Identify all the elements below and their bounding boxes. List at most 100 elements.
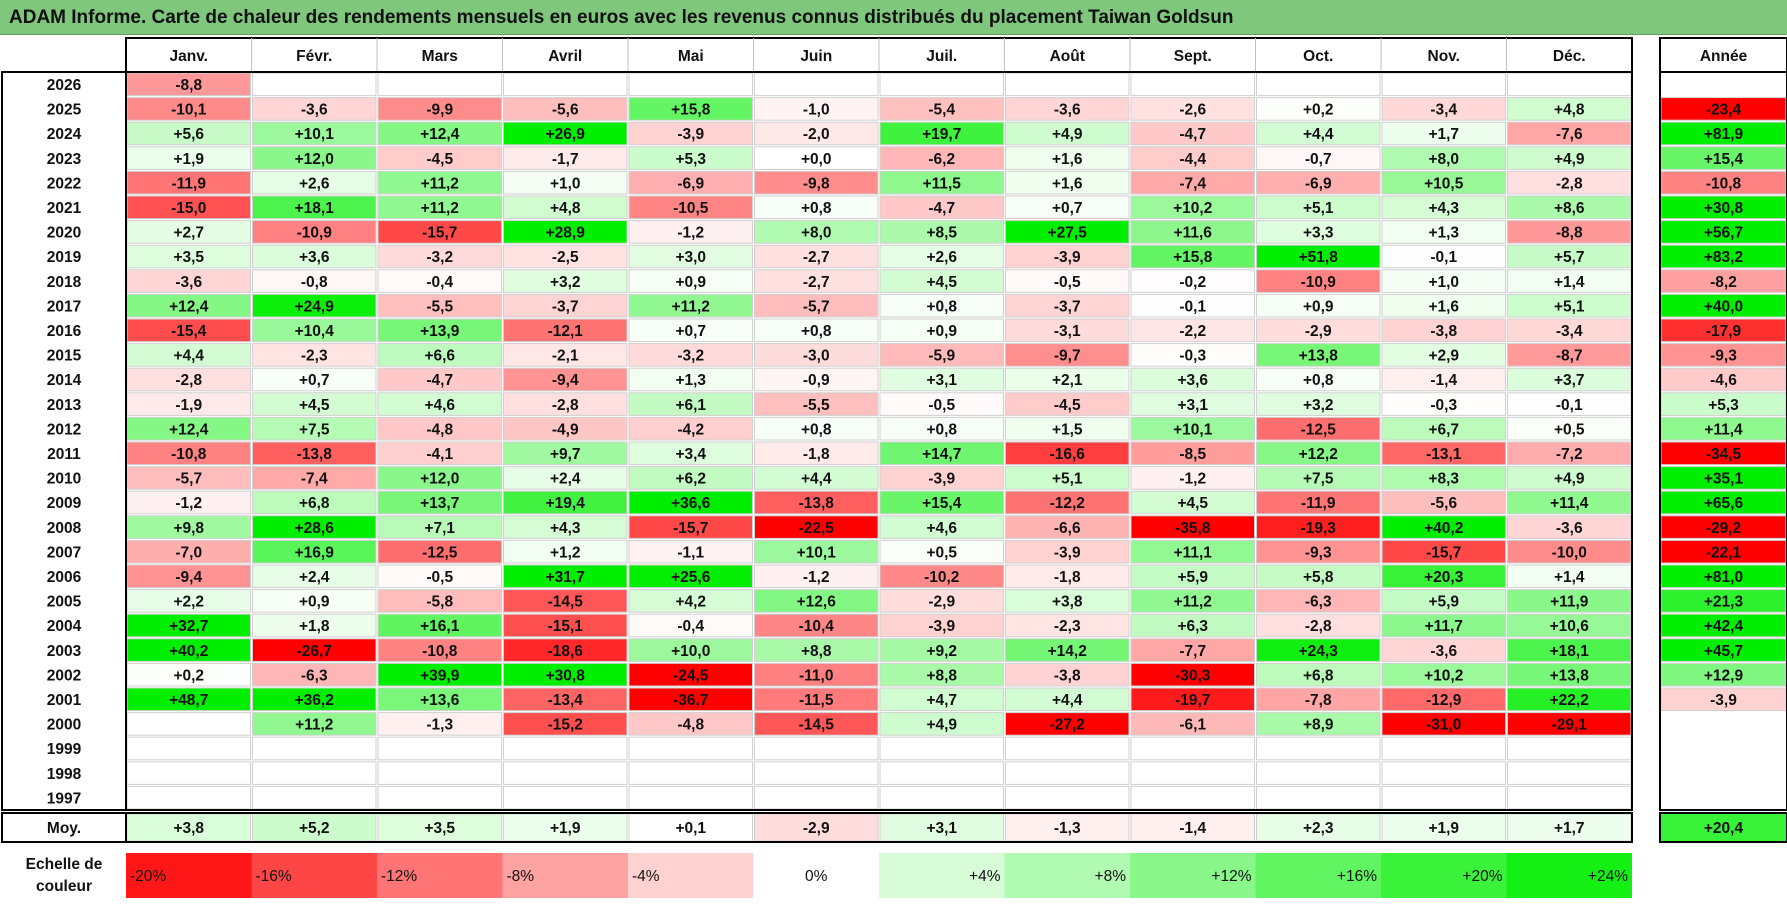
heatmap-cell	[879, 515, 1004, 539]
heatmap-cell	[1256, 244, 1381, 269]
cell-value: +1,9	[173, 151, 204, 168]
heatmap-cell	[1381, 318, 1506, 343]
heatmap-cell	[628, 490, 753, 515]
average-value: -2,9	[803, 820, 830, 837]
year-label: 2007	[47, 544, 81, 561]
heatmap-cell	[879, 589, 1004, 613]
cell-value: -0,1	[1430, 249, 1457, 266]
cell-value: +3,4	[675, 446, 706, 463]
cell-value: -19,7	[1175, 692, 1210, 709]
year-label: 2009	[47, 495, 82, 512]
cell-value: +51,8	[1299, 249, 1339, 266]
cell-value: -3,9	[1054, 544, 1081, 561]
cell-value: -10,8	[171, 446, 207, 463]
cell-value: +22,2	[1550, 692, 1589, 709]
cell-value: +26,9	[546, 126, 586, 143]
heatmap-cell	[252, 539, 377, 564]
average-annual-cell	[1659, 812, 1787, 843]
cell-value: +8,0	[1428, 151, 1459, 168]
cell-value: +10,6	[1550, 618, 1590, 635]
annual-value: +11,4	[1704, 421, 1743, 438]
cell-value: +1,6	[1052, 151, 1083, 168]
cell-value: -7,8	[1305, 692, 1332, 709]
cell-value: +11,1	[1174, 544, 1213, 561]
average-cell	[1256, 813, 1381, 842]
cell-value: +0,7	[1052, 200, 1083, 217]
cell-value: +3,6	[1177, 372, 1208, 389]
heatmap-cell	[879, 736, 1004, 761]
cell-value: +0,9	[1303, 298, 1334, 315]
cell-value: -4,5	[1054, 397, 1081, 414]
heatmap-cell	[1256, 613, 1381, 638]
cell-value: -2,7	[803, 249, 830, 266]
cell-value: +4,3	[1428, 200, 1459, 217]
scale-swatch	[1506, 853, 1632, 898]
heatmap-cell	[1130, 466, 1255, 490]
cell-value: +25,6	[671, 569, 711, 586]
annual-value: +5,3	[1708, 397, 1739, 414]
cell-value: +5,7	[1554, 249, 1585, 266]
cell-value: +16,1	[420, 618, 460, 635]
heatmap-cell	[879, 687, 1004, 712]
heatmap-cell	[1005, 785, 1130, 810]
heatmap-cell	[1381, 761, 1506, 785]
heatmap-cell	[754, 146, 879, 170]
heatmap-cell	[754, 539, 879, 564]
heatmap-cell	[1256, 638, 1381, 662]
cell-value: +16,9	[295, 544, 335, 561]
heatmap-cell	[1256, 490, 1381, 515]
cell-value: -13,8	[799, 495, 835, 512]
cell-value: +3,2	[550, 274, 581, 291]
annual-value: +83,2	[1704, 249, 1743, 266]
heatmap-cell	[628, 367, 753, 392]
cell-value: -9,4	[175, 569, 202, 586]
heatmap-cell	[503, 244, 628, 269]
cell-value: +2,9	[1428, 348, 1459, 365]
heatmap-cell	[1256, 392, 1381, 416]
cell-value: +4,4	[173, 348, 204, 365]
heatmap-cell	[377, 662, 502, 687]
heatmap-cell	[252, 564, 377, 589]
cell-value: +8,3	[1428, 471, 1459, 488]
heatmap-cell	[252, 343, 377, 367]
cell-value: -2,2	[1179, 323, 1206, 340]
cell-value: -10,0	[1552, 544, 1587, 561]
cell-value: -11,5	[799, 692, 834, 709]
annual-value: +81,9	[1704, 126, 1744, 143]
cell-value: +0,7	[299, 372, 330, 389]
year-label: 2011	[47, 446, 81, 463]
scale-label-line2: couleur	[36, 878, 92, 895]
heatmap-cell	[1130, 539, 1255, 564]
cell-value: +8,9	[1303, 717, 1334, 734]
cell-value: +11,7	[1425, 618, 1463, 635]
cell-value: +27,5	[1048, 225, 1088, 242]
cell-value: -8,8	[1556, 225, 1583, 242]
cell-value: +10,0	[671, 643, 710, 660]
heatmap-cell	[503, 515, 628, 539]
heatmap-cell	[1005, 293, 1130, 318]
cell-value: -1,0	[803, 102, 830, 119]
heatmap-cell	[503, 269, 628, 293]
heatmap-cell	[754, 293, 879, 318]
heatmap-cell	[1005, 564, 1130, 589]
heatmap-cell	[1256, 785, 1381, 810]
cell-value: -24,5	[673, 667, 709, 684]
year-label: 2019	[47, 249, 82, 266]
cell-value: -12,2	[1050, 495, 1085, 512]
cell-value: -4,7	[1179, 126, 1206, 143]
heatmap-cell	[1381, 662, 1506, 687]
cell-value: +3,7	[1554, 372, 1585, 389]
heatmap-cell	[503, 367, 628, 392]
heatmap-cell	[377, 761, 502, 785]
cell-value: +32,7	[169, 618, 208, 635]
year-label: 2004	[47, 618, 82, 635]
year-label: 2001	[47, 692, 82, 709]
average-cell	[1130, 813, 1255, 842]
heatmap-cell	[1130, 564, 1255, 589]
heatmap-cell	[1130, 146, 1255, 170]
scale-swatch	[628, 853, 754, 898]
month-header: Mars	[422, 48, 458, 65]
cell-value: -9,8	[803, 175, 830, 192]
cell-value: +0,9	[675, 274, 706, 291]
cell-value: +9,8	[173, 520, 204, 537]
